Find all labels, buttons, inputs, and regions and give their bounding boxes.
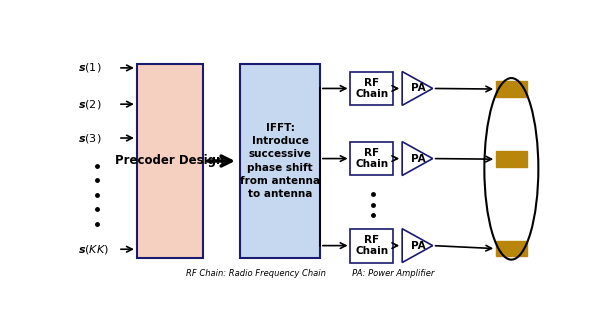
Bar [496,151,527,167]
Text: PA: PA [411,241,425,251]
Polygon shape [402,229,433,263]
Bar [496,241,527,257]
Text: $\boldsymbol{s}(3)$: $\boldsymbol{s}(3)$ [78,132,102,144]
Bar [350,229,393,263]
Text: RF
Chain: RF Chain [355,235,388,257]
Bar [350,142,393,176]
Text: IFFT:
Introduce
successive
phase shift
from antenna
to antenna: IFFT: Introduce successive phase shift f… [240,123,320,199]
Text: RF Chain: Radio Frequency Chain          PA: Power Amplifier: RF Chain: Radio Frequency Chain PA: Powe… [187,269,435,278]
Text: Precoder Design: Precoder Design [115,154,224,167]
Bar [137,64,202,258]
Text: $\boldsymbol{s}(2)$: $\boldsymbol{s}(2)$ [78,98,102,111]
Polygon shape [402,72,433,106]
Bar [240,64,320,258]
Text: $\boldsymbol{s}(KK)$: $\boldsymbol{s}(KK)$ [78,243,109,256]
Polygon shape [402,142,433,176]
Text: PA: PA [411,154,425,164]
Text: PA: PA [411,84,425,94]
Text: RF
Chain: RF Chain [355,148,388,169]
Text: RF
Chain: RF Chain [355,78,388,99]
Bar [496,81,527,97]
Text: $\boldsymbol{s}(1)$: $\boldsymbol{s}(1)$ [78,62,102,74]
Bar [350,72,393,106]
